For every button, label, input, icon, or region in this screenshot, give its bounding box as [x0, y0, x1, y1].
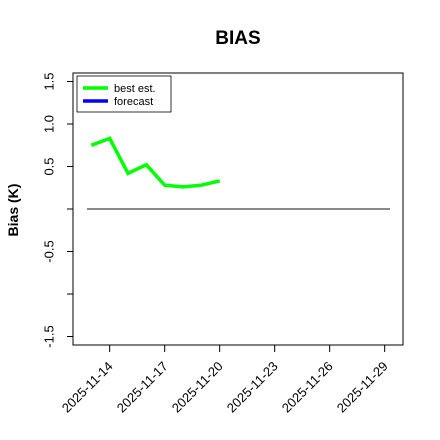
x-tick-label: 2025-11-20: [169, 359, 226, 416]
x-tick-label: 2025-11-26: [279, 359, 336, 416]
x-tick-label: 2025-11-17: [114, 359, 171, 416]
legend-label-forecast: forecast: [114, 96, 153, 108]
x-tick-label: 2025-11-23: [224, 359, 281, 416]
y-tick-label: 1.0: [41, 115, 56, 133]
x-axis: 2025-11-142025-11-172025-11-202025-11-23…: [59, 345, 391, 415]
y-tick-label: 0.5: [41, 157, 56, 175]
y-axis: -1.5 -0.5 0.5 1.0 1.5: [41, 72, 73, 348]
series-layer: [90, 136, 221, 189]
x-tick-label: 2025-11-29: [334, 359, 391, 416]
legend-box: [76, 75, 172, 113]
series-line-best-est: [90, 136, 221, 189]
legend-label-best-est: best est.: [114, 83, 156, 95]
chart-title: BIAS: [215, 28, 260, 49]
y-tick-label: -0.5: [41, 240, 56, 262]
legend: best est. forecast: [76, 75, 172, 113]
y-tick-label: 1.5: [41, 72, 56, 90]
y-tick-label: -1.5: [41, 325, 56, 347]
y-axis-label: Bias (K): [5, 184, 21, 237]
x-tick-label: 2025-11-14: [59, 359, 116, 416]
